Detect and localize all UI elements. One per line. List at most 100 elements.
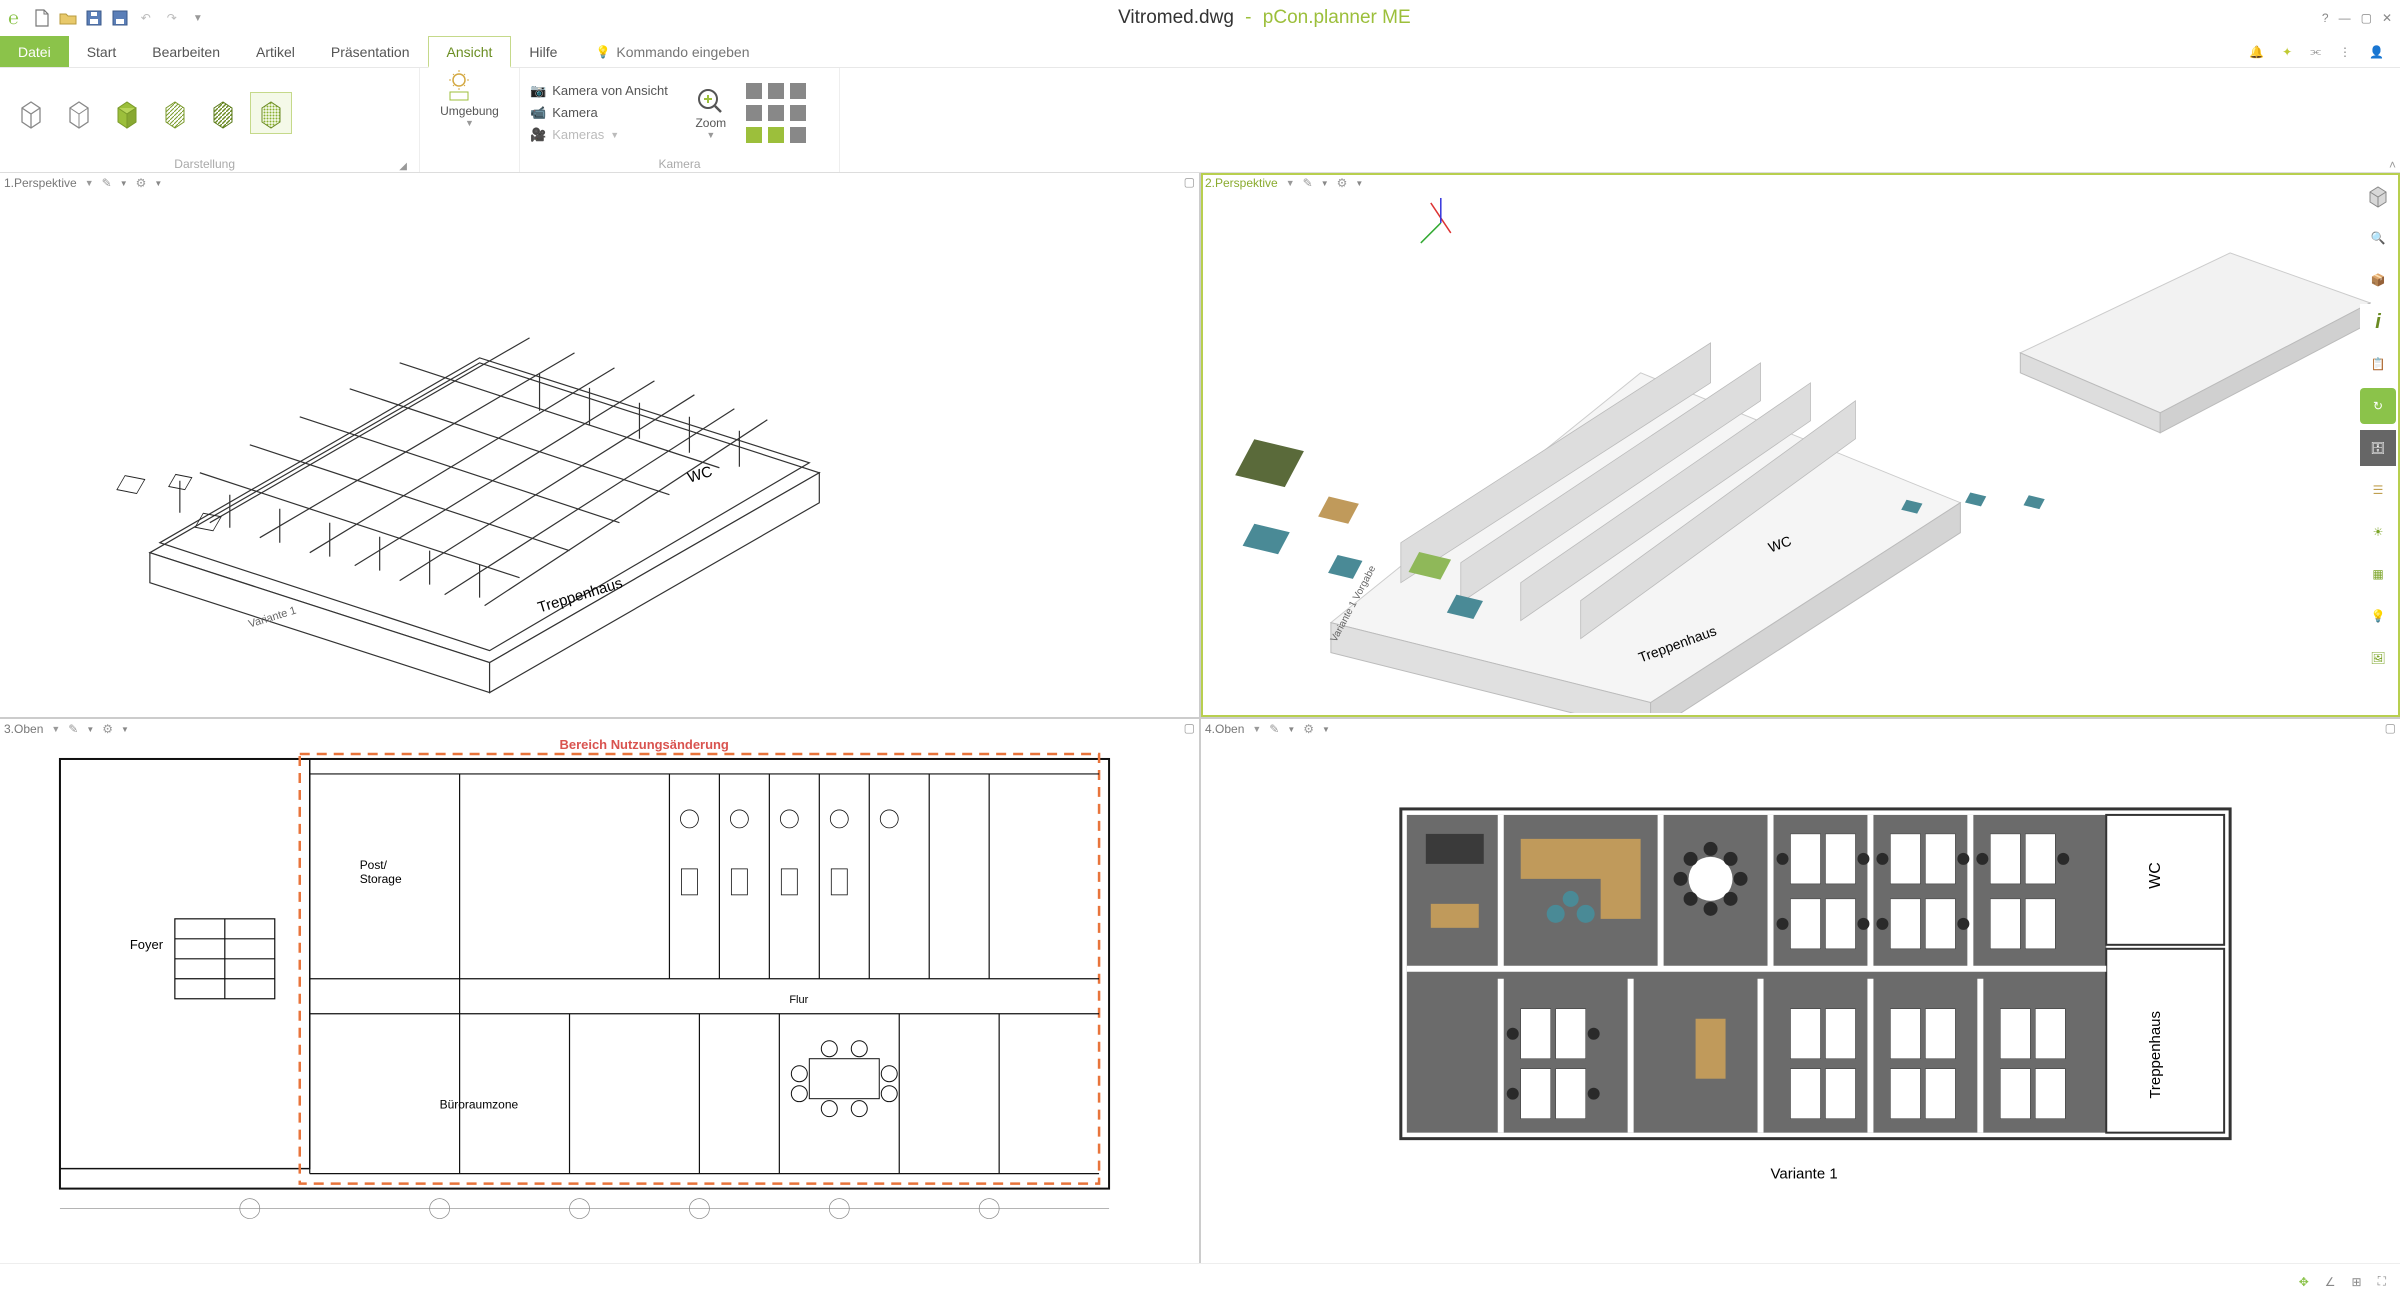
side-panel-icon[interactable]: ▦ <box>2360 556 2396 592</box>
side-refresh-icon[interactable]: ↻ <box>2360 388 2396 424</box>
help-icon[interactable]: ? <box>2322 11 2329 25</box>
render-wireframe-button[interactable] <box>10 92 52 134</box>
side-layers-icon[interactable]: ☰ <box>2360 472 2396 508</box>
header-right-icons: 🔔 ✦ ⫘ ⋮ 👤 <box>2249 36 2400 67</box>
side-sun-icon[interactable]: ☀ <box>2360 514 2396 550</box>
side-drawer-icon[interactable]: 🗄 <box>2360 430 2396 466</box>
menu-bar: Datei Start Bearbeiten Artikel Präsentat… <box>0 36 2400 68</box>
saveas-icon[interactable] <box>111 9 129 27</box>
layout-cell[interactable] <box>790 105 806 121</box>
zoom-button[interactable]: Zoom ▼ <box>694 86 728 140</box>
vp-gear-icon[interactable]: ⚙ <box>102 722 113 736</box>
undo-icon[interactable]: ↶ <box>137 9 155 27</box>
viewport-1-maximize-icon[interactable]: ▢ <box>1184 175 1195 189</box>
svg-text:Storage: Storage <box>360 872 402 886</box>
viewport-2[interactable]: 2.Perspektive▼ ✎▼ ⚙▼ ▢ <box>1201 173 2400 717</box>
maximize-icon[interactable]: ▢ <box>2361 11 2372 25</box>
idea-icon[interactable]: ✦ <box>2282 45 2292 59</box>
viewport-2-canvas: WC Treppenhaus Variante 1 Vorgabe <box>1201 173 2400 713</box>
vp-pencil-icon[interactable]: ✎ <box>102 176 112 190</box>
environment-button[interactable]: Umgebung ▼ <box>440 70 499 128</box>
window-controls: ? — ▢ ✕ <box>2322 11 2392 25</box>
side-box-icon[interactable]: 📦 <box>2360 262 2396 298</box>
app-logo-icon: ℮ <box>8 8 19 29</box>
close-icon[interactable]: ✕ <box>2382 11 2392 25</box>
qat-dropdown-icon[interactable]: ▼ <box>189 9 207 27</box>
status-move-icon[interactable]: ✥ <box>2299 1275 2309 1289</box>
window-title: Vitromed.dwg - pCon.planner ME <box>207 7 2322 29</box>
ribbon-collapse-icon[interactable]: ˄ <box>2389 158 2396 172</box>
side-toolbar: 🔍 📦 i 📋 ↻ 🗄 ☰ ☀ ▦ 💡 🖼 <box>2360 178 2400 676</box>
side-cube-icon[interactable] <box>2360 178 2396 214</box>
viewport-1-header: 1.Perspektive▼ ✎▼ ⚙▼ <box>0 173 162 193</box>
tab-presentation[interactable]: Präsentation <box>313 36 428 67</box>
minimize-icon[interactable]: — <box>2339 11 2351 25</box>
tab-view[interactable]: Ansicht <box>428 36 512 68</box>
tab-edit[interactable]: Bearbeiten <box>134 36 238 67</box>
viewport-4[interactable]: 4.Oben▼ ✎▼ ⚙▼ ▢ <box>1201 719 2400 1263</box>
render-shaded-button[interactable] <box>106 92 148 134</box>
ribbon-group-env-label <box>430 155 509 172</box>
render-textured-button[interactable] <box>154 92 196 134</box>
viewport-2-header: 2.Perspektive▼ ✎▼ ⚙▼ <box>1201 173 1363 193</box>
menu-dots-icon[interactable]: ⋮ <box>2339 45 2351 59</box>
tab-file[interactable]: Datei <box>0 36 69 67</box>
notification-icon[interactable]: 🔔 <box>2249 45 2264 59</box>
cameras-dropdown[interactable]: 🎥Kameras▼ <box>530 127 668 143</box>
vp-gear-icon[interactable]: ⚙ <box>1337 176 1348 190</box>
ribbon-group-display: Darstellung ◢ <box>0 68 420 172</box>
open-file-icon[interactable] <box>59 9 77 27</box>
status-snap-icon[interactable]: ⊞ <box>2352 1275 2362 1289</box>
layout-cell[interactable] <box>746 105 762 121</box>
status-fullscreen-icon[interactable]: ⛶ <box>2378 1274 2386 1289</box>
viewport-1[interactable]: 1.Perspektive▼ ✎▼ ⚙▼ ▢ <box>0 173 1199 717</box>
status-bar: ✥ ∠ ⊞ ⛶ <box>0 1263 2400 1299</box>
display-launcher-icon[interactable]: ◢ <box>399 161 409 172</box>
vp-pencil-icon[interactable]: ✎ <box>1269 722 1279 736</box>
status-angle-icon[interactable]: ∠ <box>2325 1275 2336 1289</box>
vp-gear-icon[interactable]: ⚙ <box>136 176 147 190</box>
render-hidden-button[interactable] <box>58 92 100 134</box>
layout-cell[interactable] <box>768 83 784 99</box>
viewport-3[interactable]: 3.Oben▼ ✎▼ ⚙▼ ▢ Bereich Nutzungsänderung <box>0 719 1199 1263</box>
redo-icon[interactable]: ↷ <box>163 9 181 27</box>
svg-text:Post/: Post/ <box>360 858 388 872</box>
side-light-icon[interactable]: 💡 <box>2360 598 2396 634</box>
side-info-icon[interactable]: i <box>2360 304 2396 340</box>
tab-start[interactable]: Start <box>69 36 135 67</box>
svg-text:Treppenhaus: Treppenhaus <box>2147 1011 2164 1099</box>
save-icon[interactable] <box>85 9 103 27</box>
tab-article[interactable]: Artikel <box>238 36 313 67</box>
ribbon-group-camera: 📷Kamera von Ansicht 📹Kamera 🎥Kameras▼ Zo… <box>520 68 840 172</box>
viewport-grid: 1.Perspektive▼ ✎▼ ⚙▼ ▢ <box>0 173 2400 1263</box>
vp-pencil-icon[interactable]: ✎ <box>1303 176 1313 190</box>
layout-cell[interactable] <box>768 105 784 121</box>
viewport-3-maximize-icon[interactable]: ▢ <box>1184 721 1195 735</box>
vp-gear-icon[interactable]: ⚙ <box>1303 722 1314 736</box>
bulb-icon: 💡 <box>595 45 610 59</box>
viewport-1-name: 1.Perspektive <box>4 176 77 190</box>
render-realistic-button[interactable] <box>202 92 244 134</box>
command-input[interactable] <box>616 44 816 60</box>
side-list-icon[interactable]: 📋 <box>2360 346 2396 382</box>
layout-cell[interactable] <box>790 127 806 143</box>
layout-cell[interactable] <box>746 127 762 143</box>
camera-button[interactable]: 📹Kamera <box>530 105 668 121</box>
layout-cell[interactable] <box>746 83 762 99</box>
vp-pencil-icon[interactable]: ✎ <box>68 722 78 736</box>
camera-icon: 📹 <box>530 105 546 121</box>
layout-cell[interactable] <box>790 83 806 99</box>
side-search-icon[interactable]: 🔍 <box>2360 220 2396 256</box>
title-bar: ℮ ↶ ↷ ▼ Vitromed.dwg - pCon.planner ME ?… <box>0 0 2400 36</box>
title-separator: - <box>1239 7 1257 28</box>
share-icon[interactable]: ⫘ <box>2310 44 2321 59</box>
user-icon[interactable]: 👤 <box>2369 45 2384 59</box>
svg-text:WC: WC <box>2147 862 2164 889</box>
new-file-icon[interactable] <box>33 9 51 27</box>
layout-cell[interactable] <box>768 127 784 143</box>
render-concept-button[interactable] <box>250 92 292 134</box>
side-image-icon[interactable]: 🖼 <box>2360 640 2396 676</box>
camera-from-view-button[interactable]: 📷Kamera von Ansicht <box>530 83 668 99</box>
viewport-4-maximize-icon[interactable]: ▢ <box>2385 721 2396 735</box>
tab-help[interactable]: Hilfe <box>511 36 575 67</box>
